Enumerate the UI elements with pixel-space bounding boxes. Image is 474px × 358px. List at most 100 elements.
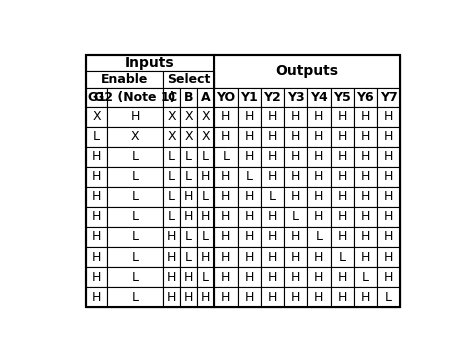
- Text: H: H: [245, 231, 254, 243]
- Text: H: H: [245, 291, 254, 304]
- Bar: [354, 207, 377, 227]
- Text: L: L: [246, 170, 253, 183]
- Bar: [237, 227, 261, 247]
- Bar: [163, 247, 180, 267]
- Bar: [163, 287, 180, 307]
- Text: H: H: [384, 211, 393, 223]
- Bar: [330, 88, 354, 107]
- Bar: [354, 107, 377, 127]
- Bar: [354, 147, 377, 167]
- Text: H: H: [167, 291, 176, 304]
- Bar: [237, 107, 261, 127]
- Text: Y4: Y4: [310, 91, 328, 104]
- Bar: [377, 207, 400, 227]
- Text: H: H: [291, 190, 301, 203]
- Bar: [107, 187, 163, 207]
- Bar: [197, 107, 214, 127]
- Bar: [197, 127, 214, 147]
- Text: H: H: [268, 130, 277, 144]
- Text: H: H: [337, 190, 347, 203]
- Text: X: X: [92, 110, 101, 124]
- Text: X: X: [167, 110, 176, 124]
- Bar: [261, 247, 284, 267]
- Bar: [377, 267, 400, 287]
- Bar: [214, 207, 237, 227]
- Text: L: L: [168, 190, 175, 203]
- Bar: [261, 227, 284, 247]
- Text: H: H: [92, 291, 101, 304]
- Text: H: H: [384, 170, 393, 183]
- Text: B: B: [184, 91, 193, 104]
- Text: L: L: [315, 231, 322, 243]
- Bar: [86, 107, 107, 127]
- Bar: [214, 287, 237, 307]
- Text: L: L: [202, 150, 209, 163]
- Bar: [163, 227, 180, 247]
- Bar: [284, 207, 307, 227]
- Bar: [86, 287, 107, 307]
- Text: X: X: [184, 130, 193, 144]
- Text: H: H: [361, 211, 370, 223]
- Bar: [163, 107, 180, 127]
- Text: H: H: [201, 211, 210, 223]
- Bar: [284, 147, 307, 167]
- Bar: [86, 54, 400, 307]
- Text: H: H: [361, 251, 370, 263]
- Bar: [180, 247, 197, 267]
- Text: H: H: [314, 251, 324, 263]
- Text: H: H: [92, 251, 101, 263]
- Text: H: H: [361, 291, 370, 304]
- Text: H: H: [268, 170, 277, 183]
- Bar: [214, 267, 237, 287]
- Bar: [237, 127, 261, 147]
- Bar: [163, 187, 180, 207]
- Bar: [261, 147, 284, 167]
- Bar: [86, 88, 107, 107]
- Text: L: L: [292, 211, 299, 223]
- Bar: [284, 127, 307, 147]
- Bar: [107, 287, 163, 307]
- Text: H: H: [245, 271, 254, 284]
- Bar: [354, 187, 377, 207]
- Bar: [237, 247, 261, 267]
- Bar: [180, 107, 197, 127]
- Text: H: H: [291, 150, 301, 163]
- Text: H: H: [291, 130, 301, 144]
- Bar: [180, 88, 197, 107]
- Text: H: H: [337, 150, 347, 163]
- Bar: [237, 147, 261, 167]
- Text: Select: Select: [167, 73, 210, 86]
- Bar: [354, 247, 377, 267]
- Bar: [163, 267, 180, 287]
- Bar: [163, 147, 180, 167]
- Text: L: L: [132, 170, 139, 183]
- Bar: [307, 167, 330, 187]
- Bar: [330, 127, 354, 147]
- Text: H: H: [337, 271, 347, 284]
- Text: L: L: [132, 231, 139, 243]
- Text: H: H: [384, 190, 393, 203]
- Bar: [330, 267, 354, 287]
- Text: H: H: [245, 130, 254, 144]
- Text: H: H: [361, 150, 370, 163]
- Text: L: L: [132, 271, 139, 284]
- Text: L: L: [132, 291, 139, 304]
- Text: H: H: [361, 170, 370, 183]
- Text: H: H: [167, 271, 176, 284]
- Text: L: L: [202, 231, 209, 243]
- Text: H: H: [314, 291, 324, 304]
- Text: H: H: [291, 291, 301, 304]
- Text: L: L: [185, 251, 192, 263]
- Bar: [330, 227, 354, 247]
- Bar: [261, 207, 284, 227]
- Bar: [214, 127, 237, 147]
- Bar: [237, 167, 261, 187]
- Text: H: H: [337, 130, 347, 144]
- Text: H: H: [201, 251, 210, 263]
- Text: H: H: [245, 110, 254, 124]
- Bar: [214, 147, 237, 167]
- Text: H: H: [92, 231, 101, 243]
- Text: H: H: [245, 251, 254, 263]
- Text: X: X: [201, 130, 210, 144]
- Bar: [354, 88, 377, 107]
